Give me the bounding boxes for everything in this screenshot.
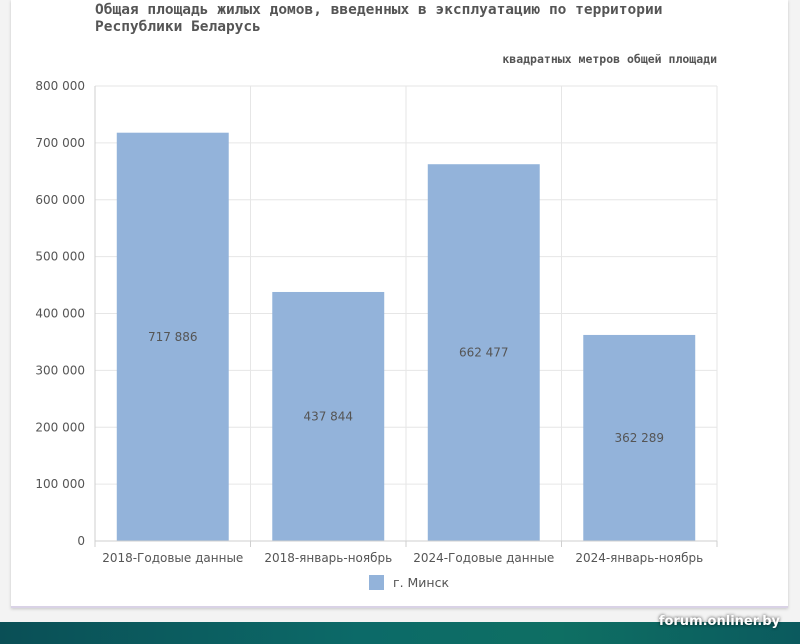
footer-bar (0, 622, 800, 644)
bar (272, 291, 385, 541)
bar-value-label: 717 886 (148, 330, 198, 344)
bar (116, 132, 229, 541)
x-category-label: 2024-январь-ноябрь (575, 551, 703, 565)
y-tick-label: 700 000 (35, 136, 85, 150)
legend[interactable]: г. Минск (369, 575, 449, 590)
x-category-label: 2024-Годовые данные (413, 551, 554, 565)
chart-subtitle: квадратных метров общей площади (502, 52, 717, 66)
y-tick-label: 300 000 (35, 363, 85, 377)
bar (583, 334, 696, 541)
bar (427, 164, 540, 542)
x-category-label: 2018-Годовые данные (102, 551, 243, 565)
bar-value-label: 362 289 (614, 431, 664, 445)
axes (94, 86, 718, 547)
labels: 0 100 000 200 000 300 000 400 000 500 000 600 … (35, 79, 703, 565)
bars (116, 132, 696, 542)
y-tick-label: 200 000 (35, 420, 85, 434)
legend-swatch (369, 575, 384, 590)
y-tick-label: 600 000 (35, 193, 85, 207)
legend-label: г. Минск (393, 575, 450, 590)
y-tick-label: 400 000 (35, 307, 85, 321)
bar-value-label: 662 477 (459, 346, 509, 360)
watermark: forum.onliner.by (658, 614, 780, 629)
y-tick-label: 800 000 (35, 79, 85, 93)
y-tick-label: 500 000 (35, 250, 85, 264)
y-tick-label: 100 000 (35, 477, 85, 491)
y-tick-label: 0 (77, 534, 85, 548)
x-category-label: 2018-январь-ноябрь (264, 551, 392, 565)
bar-value-label: 437 844 (303, 409, 353, 423)
chart-title: Общая площадь жилых домов, введенных в э… (95, 2, 663, 35)
